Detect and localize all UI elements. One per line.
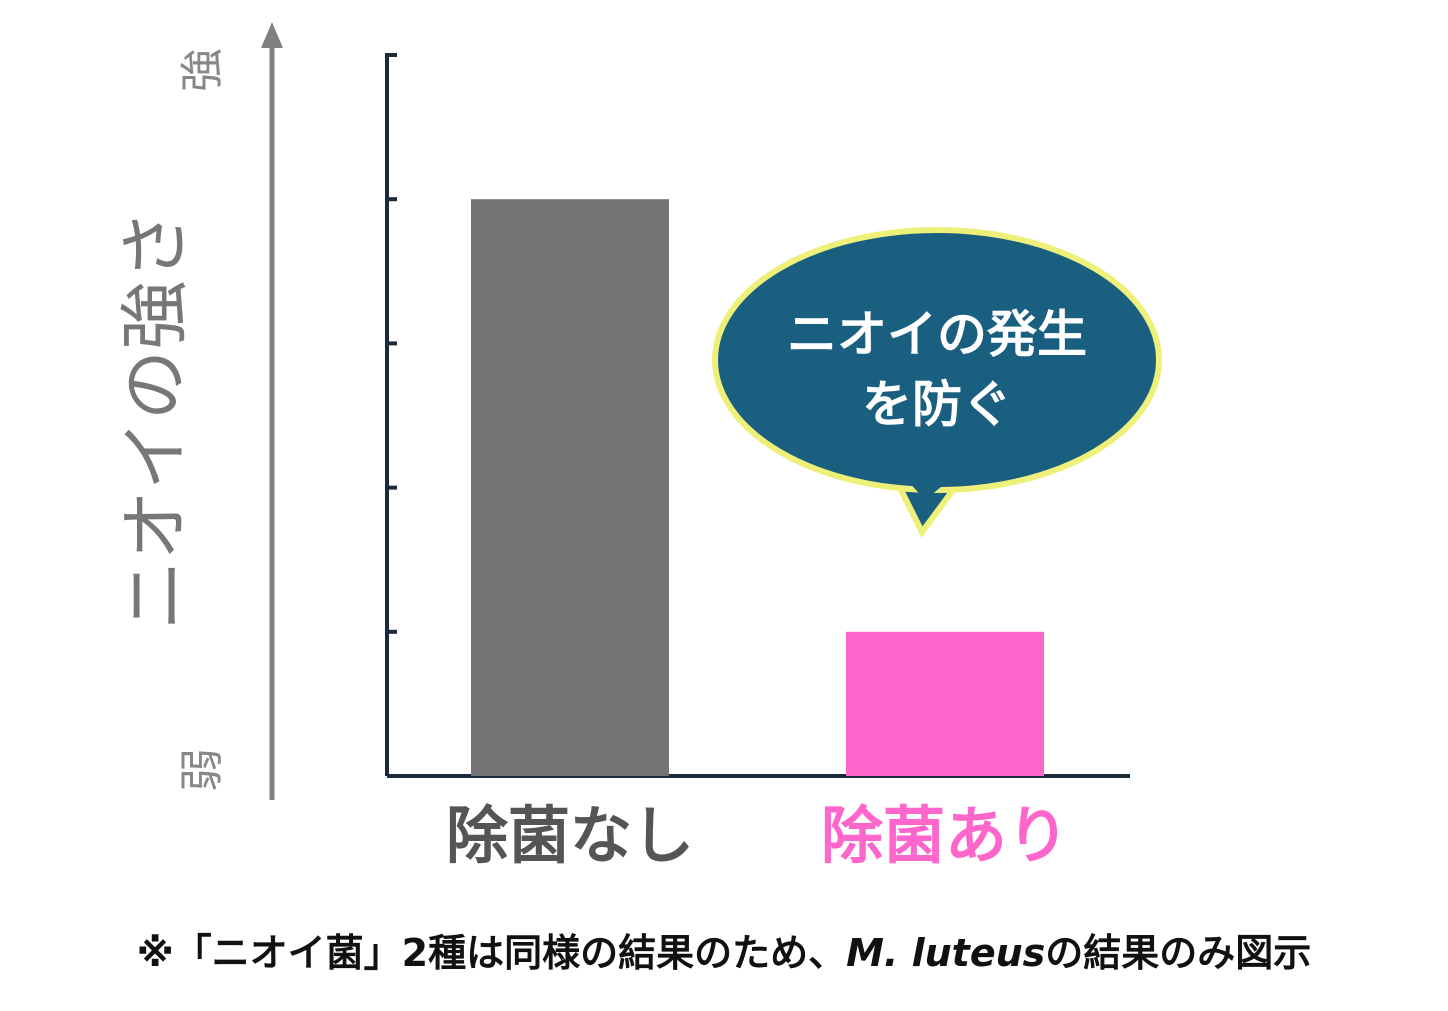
bar: [846, 631, 1044, 776]
callout-join: [898, 470, 962, 500]
y-axis-label: ニオイの強さ: [114, 210, 196, 630]
bar: [471, 199, 669, 776]
y-arrow-head: [261, 22, 283, 48]
callout-text: を防ぐ: [862, 376, 1012, 434]
footnote-text: の結果のみ図示: [1045, 931, 1311, 975]
x-tick-label: 除菌なし: [446, 799, 694, 872]
footnote-species: M. luteus: [846, 931, 1045, 975]
y-high-label: 強: [177, 48, 228, 92]
callout-text: ニオイの発生: [787, 306, 1087, 364]
callout: ニオイの発生 を防ぐ: [712, 227, 1162, 538]
footnote-text: ※「ニオイ菌」2種は同様の結果のため、: [137, 931, 846, 975]
footnote: ※「ニオイ菌」2種は同様の結果のため、M. luteusの結果のみ図示: [137, 931, 1312, 975]
y-low-label: 弱: [177, 748, 228, 792]
x-tick-label: 除菌あり: [821, 799, 1069, 872]
